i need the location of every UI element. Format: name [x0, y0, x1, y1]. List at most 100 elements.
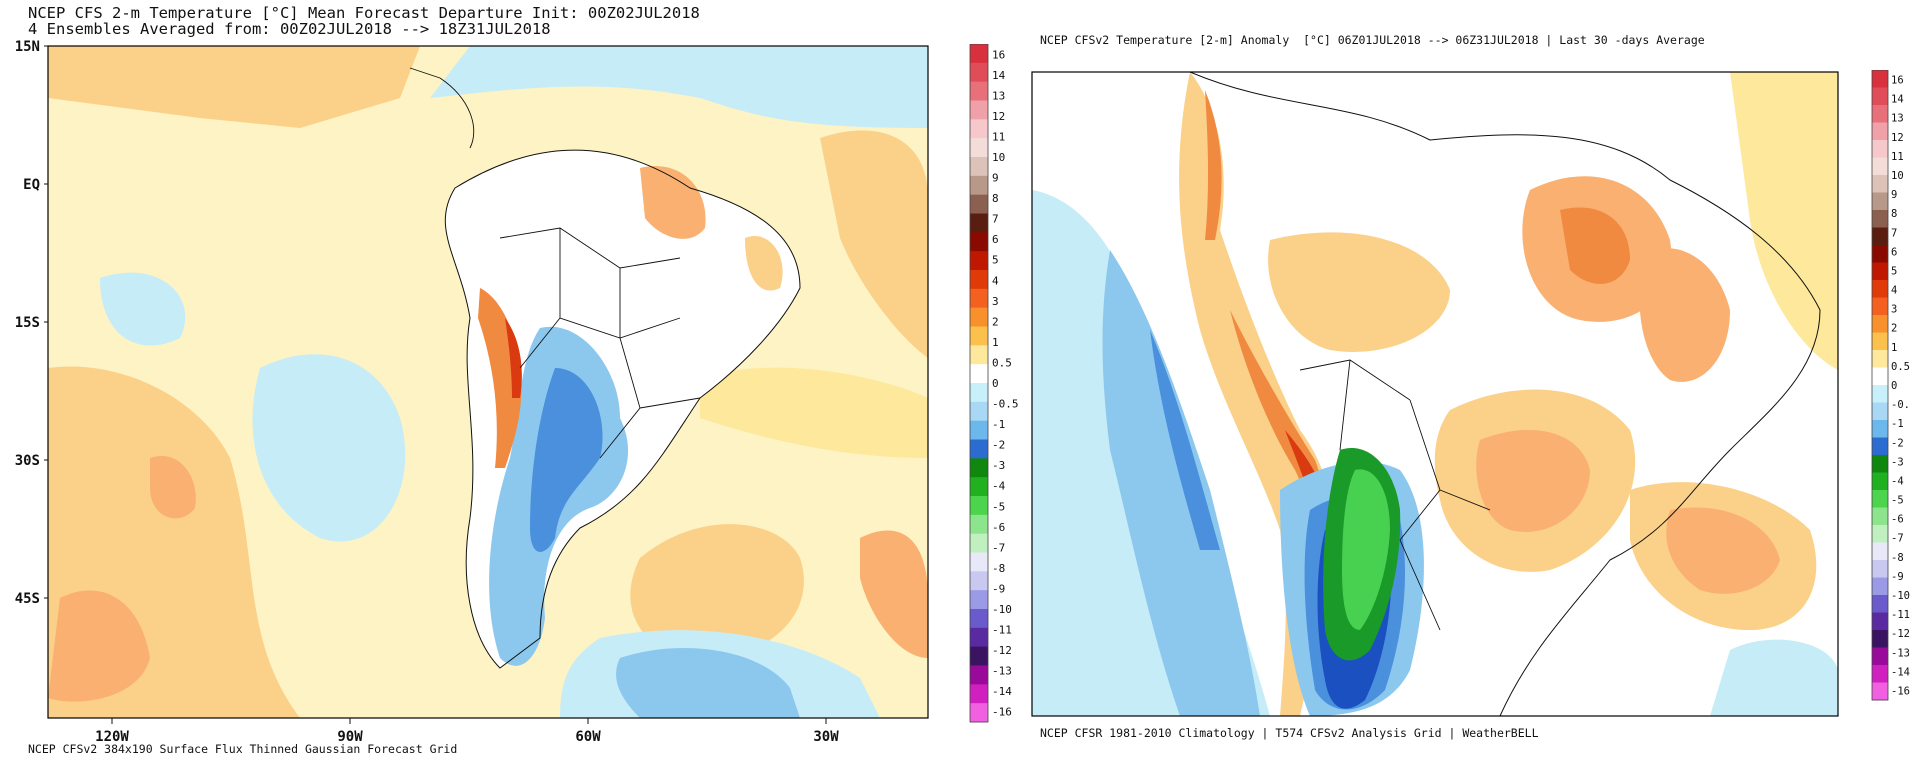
left-colorbar-swatch: [970, 477, 988, 497]
left-lat-label-30s: 30S: [15, 453, 40, 469]
right-colorbar-swatch: [1872, 385, 1888, 403]
left-colorbar-label: 8: [992, 192, 999, 205]
left-colorbar-swatch: [970, 307, 988, 327]
left-title-line1: NCEP CFS 2-m Temperature [°C] Mean Forec…: [28, 4, 700, 22]
left-lon-label-60w: 60W: [575, 729, 601, 745]
right-colorbar-swatch: [1872, 192, 1888, 211]
right-colorbar-swatch: [1872, 472, 1888, 491]
left-colorbar-swatch: [970, 62, 988, 83]
left-colorbar-label: -0.5: [992, 398, 1019, 411]
left-colorbar-label: 3: [992, 295, 999, 308]
right-colorbar-swatch: [1872, 245, 1888, 263]
left-lon-label-120w: 120W: [95, 729, 129, 745]
left-colorbar-swatch: [970, 270, 988, 290]
left-colorbar-label: -10: [992, 603, 1012, 616]
left-colorbar-label: -8: [992, 562, 1005, 575]
right-colorbar-label: 5: [1891, 265, 1897, 277]
left-colorbar-swatch: [970, 590, 988, 610]
left-colorbar-swatch: [970, 100, 988, 120]
left-colorbar-swatch: [970, 44, 988, 64]
right-colorbar-label: -9: [1891, 571, 1904, 583]
left-colorbar-swatch: [970, 552, 988, 572]
right-colorbar-swatch: [1872, 402, 1888, 421]
right-footer: NCEP CFSR 1981-2010 Climatology | T574 C…: [1040, 726, 1539, 740]
right-colorbar-swatch: [1872, 612, 1888, 631]
left-colorbar-label: -5: [992, 500, 1005, 513]
right-colorbar-swatch: [1872, 595, 1888, 613]
left-colorbar-label: 6: [992, 233, 999, 246]
right-colorbar-swatch: [1872, 647, 1888, 666]
right-colorbar-swatch: [1872, 140, 1888, 158]
right-colorbar-label: 13: [1891, 113, 1904, 125]
left-colorbar-swatch: [970, 684, 988, 704]
left-colorbar-label: 13: [992, 89, 1005, 102]
right-colorbar-label: -0.: [1891, 399, 1910, 411]
right-colorbar-frame: [1871, 70, 1889, 701]
right-colorbar-label: 8: [1891, 208, 1897, 220]
right-colorbar-swatch: [1872, 87, 1888, 106]
left-colorbar-swatch: [970, 81, 988, 101]
left-lat-label-45s: 45S: [15, 591, 40, 607]
right-colorbar-label: 2: [1891, 323, 1897, 335]
left-colorbar-label: -7: [992, 541, 1005, 554]
right-colorbar-swatch: [1872, 105, 1888, 123]
right-colorbar-swatch: [1872, 227, 1888, 246]
right-colorbar-swatch: [1872, 437, 1888, 456]
left-colorbar-label: 16: [992, 48, 1005, 61]
left-colorbar-label: -16: [992, 706, 1012, 719]
right-colorbar-swatch: [1872, 315, 1888, 333]
left-colorbar-swatch: [970, 326, 988, 346]
left-colorbar-label: 7: [992, 213, 999, 226]
right-colorbar-label: -7: [1891, 533, 1904, 545]
left-lat-label-eq: EQ: [23, 177, 40, 193]
left-colorbar: 16 14 13 12 11 10 9 8 7 6 5 4 3 2 1 0.5 0 -0.5 -1 -2 -3 -4 -5 -…: [969, 44, 1019, 723]
left-colorbar-swatch: [970, 439, 988, 459]
right-colorbar-label: -2: [1891, 437, 1904, 449]
right-colorbar-label: -5: [1891, 495, 1904, 507]
right-colorbar-swatch: [1872, 507, 1888, 526]
right-colorbar-label: -3: [1891, 456, 1904, 468]
right-map-panel: [1031, 71, 1839, 717]
right-colorbar-label: -4: [1891, 475, 1904, 487]
right-colorbar-swatch: [1872, 297, 1888, 316]
left-colorbar-label: -3: [992, 459, 1005, 472]
right-colorbar-swatch: [1872, 630, 1888, 648]
left-colorbar-swatch: [970, 401, 988, 422]
right-colorbar-label: -8: [1891, 552, 1904, 564]
right-colorbar-label: -16: [1891, 685, 1910, 697]
right-colorbar-swatch: [1872, 280, 1888, 298]
right-colorbar-label: -1: [1891, 418, 1904, 430]
left-colorbar-swatch: [970, 194, 988, 214]
left-colorbar-swatch: [970, 213, 988, 233]
right-colorbar-label: 11: [1891, 151, 1904, 163]
left-colorbar-swatch: [970, 345, 988, 365]
right-colorbar-label: -12: [1891, 628, 1910, 640]
left-colorbar-swatch: [970, 232, 988, 252]
left-colorbar-swatch: [970, 533, 988, 553]
left-map-frame: [47, 45, 929, 719]
right-colorbar-label: -13: [1891, 647, 1910, 659]
left-colorbar-label: 1: [992, 336, 999, 349]
right-colorbar-swatch: [1872, 577, 1888, 596]
right-colorbar-swatch: [1872, 367, 1888, 386]
right-colorbar-swatch: [1872, 210, 1888, 228]
right-colorbar-label: 6: [1891, 246, 1897, 258]
right-colorbar-swatch: [1872, 420, 1888, 438]
left-lon-label-90w: 90W: [337, 729, 363, 745]
right-colorbar-swatch: [1872, 157, 1888, 176]
right-colorbar-swatch: [1872, 70, 1888, 88]
right-colorbar-label: 7: [1891, 227, 1897, 239]
left-lat-label-15s: 15S: [15, 315, 40, 331]
left-colorbar-label: 14: [992, 69, 1006, 82]
left-colorbar-swatch: [970, 646, 988, 666]
right-colorbar-swatch: [1872, 175, 1888, 193]
left-colorbar-swatch: [970, 496, 988, 516]
left-colorbar-label: -9: [992, 582, 1005, 595]
right-colorbar-swatch: [1872, 262, 1888, 281]
left-colorbar-frame: [969, 44, 989, 723]
right-colorbar-label: 9: [1891, 189, 1897, 201]
left-colorbar-swatch: [970, 175, 988, 196]
left-colorbar-swatch: [970, 383, 988, 403]
right-colorbar-label: -14: [1891, 666, 1910, 678]
left-colorbar-label: -4: [992, 480, 1006, 493]
